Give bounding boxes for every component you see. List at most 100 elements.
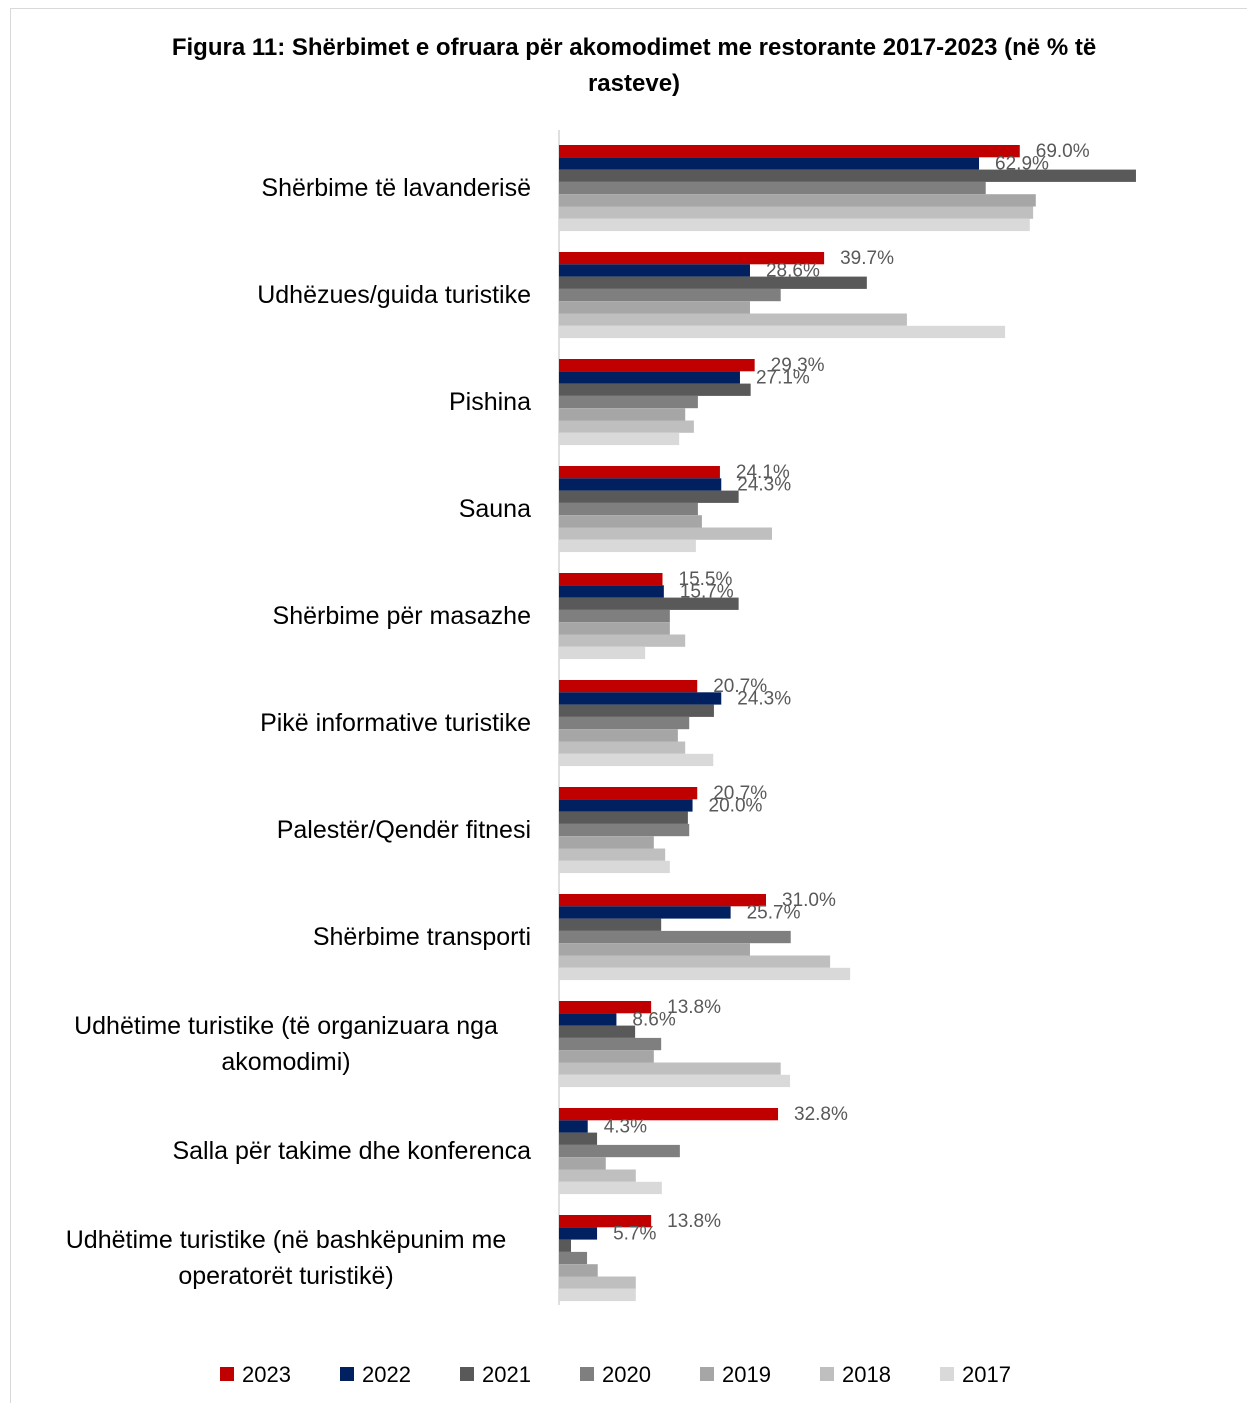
category-label: Sauna [11,466,531,552]
bar [559,1144,680,1158]
bar [559,466,720,479]
bar [559,787,698,800]
legend-label: 2020 [602,1362,651,1387]
bar [559,1132,598,1145]
category-label: Udhëtime turistike (të organizuara nga a… [11,1001,531,1087]
bar [559,1108,779,1121]
bar [559,145,1020,158]
bar [559,622,670,635]
data-label: 69.0% [1036,141,1090,162]
data-label: 20.0% [709,795,763,816]
category-label: Pikë informative turistike [11,680,531,766]
bar [559,1251,588,1265]
bar [559,729,678,742]
legend-swatch [460,1367,474,1381]
bar [559,943,750,956]
data-label: 62.9% [995,153,1049,174]
data-label: 25.7% [747,902,801,923]
bar [559,646,646,660]
category-text: Shërbime për masazhe [272,602,531,631]
bar [559,753,714,767]
bar [559,264,750,277]
bar [559,955,831,968]
legend-label: 2022 [362,1362,411,1387]
category-text: Udhëtime turistike (të organizuara nga a… [74,1012,498,1077]
bar [559,597,739,610]
bar [559,408,686,421]
data-label: 15.5% [679,569,733,590]
bar [559,906,731,919]
bar [559,420,694,433]
chart-title: Figura 11: Shërbimet e ofruara për akomo… [171,34,1097,97]
bar [559,680,698,693]
category-label: Pishina [11,359,531,445]
legend-label: 2023 [242,1362,291,1387]
bar [559,609,670,623]
bar [559,395,698,409]
category-text: Udhëtime turistike (në bashkëpunim me op… [65,1226,507,1291]
bar [559,894,767,907]
bar [559,1264,598,1277]
bar [559,930,791,944]
bar [559,848,666,861]
bar [559,383,751,396]
bar [559,573,663,586]
legend-swatch [580,1367,594,1381]
bar [559,967,851,981]
bar [559,634,686,647]
data-label: 4.3% [604,1116,647,1137]
bar [559,1288,636,1302]
bar [559,515,702,528]
bar [559,811,688,824]
bar [559,252,825,265]
bar [559,799,693,812]
legend-label: 2018 [842,1362,891,1387]
category-text: Shërbime të lavanderisë [261,174,531,203]
bar [559,836,654,849]
bar [559,1215,652,1228]
data-label: 32.8% [794,1104,848,1125]
bar [559,1157,606,1170]
category-text: Pikë informative turistike [260,709,531,738]
bar [559,1120,588,1133]
category-text: Shërbime transporti [312,923,531,952]
bar [559,1062,781,1075]
bar [559,371,740,384]
bar [559,1013,617,1026]
bar [559,1239,572,1252]
category-text: Salla për takime dhe konferenca [172,1137,531,1166]
bar [559,716,690,730]
category-label: Udhëtime turistike (në bashkëpunim me op… [11,1215,531,1301]
bar [559,490,739,503]
bar [559,359,755,372]
bar [559,918,662,931]
bar [559,585,664,598]
bar [559,157,980,170]
bar [559,288,781,302]
category-label: Salla për takime dhe konferenca [11,1108,531,1194]
legend-swatch [340,1367,354,1381]
bar [559,1050,654,1063]
category-label: Shërbime të lavanderisë [11,145,531,231]
bar [559,1001,652,1014]
bar [559,206,1034,219]
bar [559,1181,662,1195]
bar [559,823,690,837]
category-label: Shërbime transporti [11,894,531,980]
data-label: 15.7% [680,581,734,602]
data-label: 5.7% [613,1223,656,1244]
bar [559,1169,636,1182]
bar [559,1025,636,1038]
bar [559,1074,791,1088]
legend-swatch [820,1367,834,1381]
data-label: 20.7% [713,676,767,697]
bar [559,502,698,516]
legend-swatch [940,1367,954,1381]
bar [559,276,867,289]
data-label: 28.6% [766,260,820,281]
data-label: 20.7% [713,783,767,804]
data-label: 24.3% [737,474,791,495]
bar [559,478,722,491]
bar [559,1276,636,1289]
